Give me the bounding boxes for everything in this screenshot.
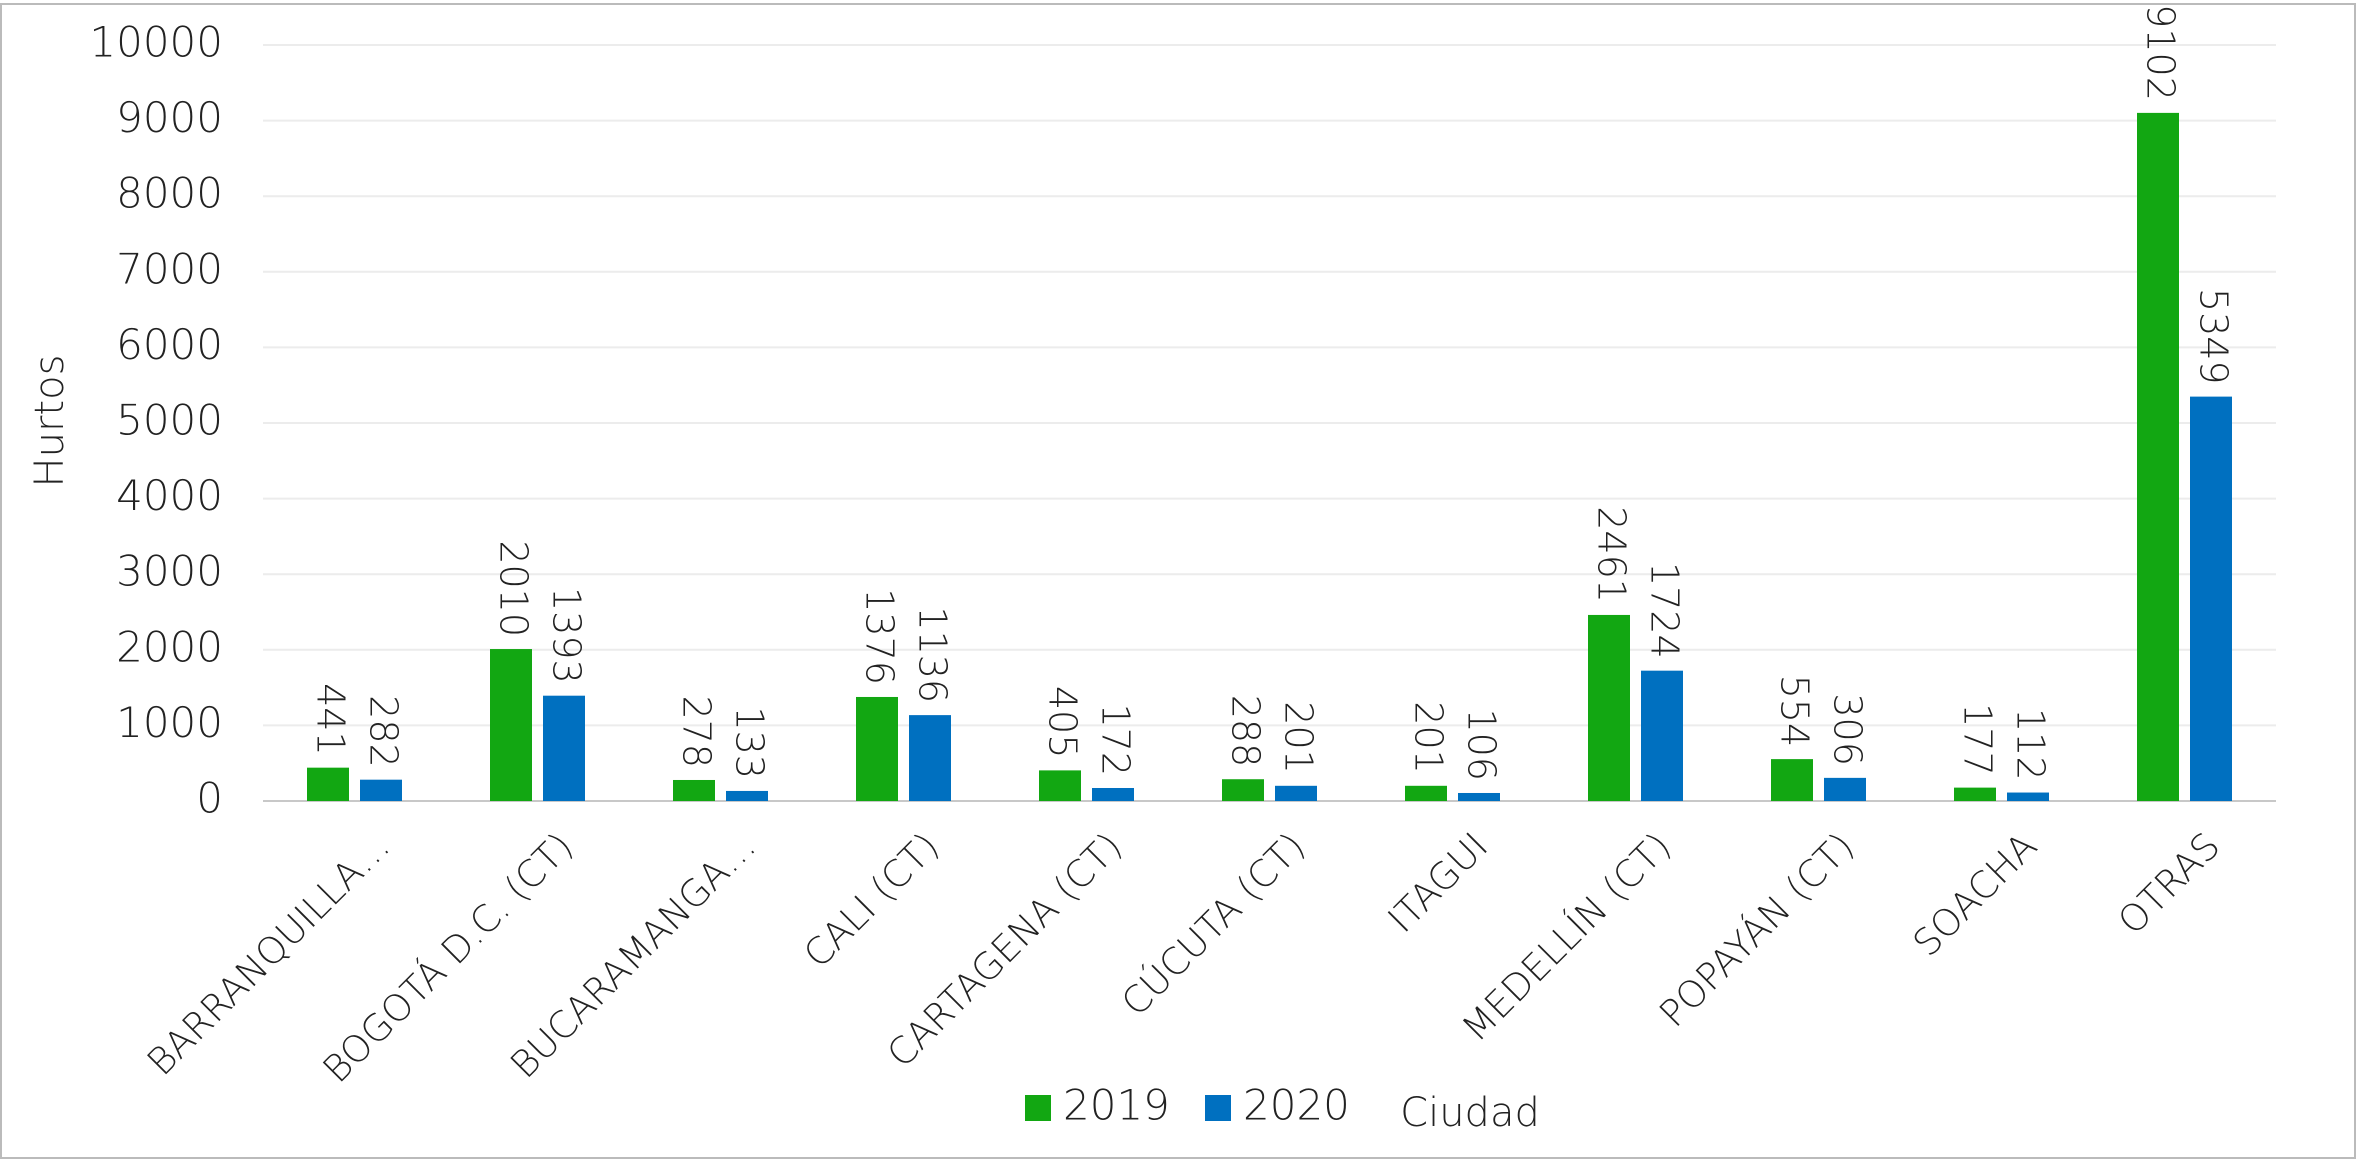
data-label: 172	[1094, 703, 1138, 776]
data-label: 554	[1773, 675, 1817, 748]
bar	[909, 715, 951, 801]
data-label: 1376	[858, 588, 902, 685]
bar	[543, 695, 585, 801]
bar	[1771, 759, 1813, 801]
y-tick-label: 5000	[116, 396, 223, 445]
bar	[856, 696, 898, 801]
data-label: 288	[1224, 695, 1268, 768]
data-label: 282	[362, 695, 406, 768]
data-label: 5349	[2192, 288, 2236, 385]
y-tick-label: 10000	[89, 18, 223, 67]
bar	[1092, 787, 1134, 801]
y-axis-title: Hurtos	[27, 355, 73, 488]
data-label: 112	[2009, 708, 2053, 781]
bar	[1588, 614, 1630, 801]
data-label: 9102	[2139, 4, 2183, 101]
legend-label: 2020	[1243, 1081, 1350, 1130]
y-tick-label: 8000	[116, 169, 223, 218]
y-tick-label: 9000	[116, 93, 223, 142]
data-label: 2461	[1590, 506, 1634, 603]
y-tick-label: 1000	[116, 698, 223, 747]
y-tick-label: 6000	[116, 320, 223, 369]
bar	[360, 779, 402, 801]
x-axis-title: Ciudad	[1400, 1090, 1540, 1136]
data-label: 201	[1407, 701, 1451, 774]
data-label: 2010	[492, 540, 536, 637]
bar	[2190, 396, 2232, 801]
data-label: 201	[1277, 701, 1321, 774]
data-label: 405	[1041, 686, 1085, 759]
legend-swatch	[1025, 1095, 1051, 1121]
bar	[726, 790, 768, 801]
data-label: 1136	[911, 606, 955, 703]
bar	[1824, 777, 1866, 801]
data-label: 306	[1826, 693, 1870, 766]
data-label: 1393	[545, 587, 589, 684]
data-label: 177	[1956, 703, 2000, 776]
legend-swatch	[1205, 1095, 1231, 1121]
data-label: 106	[1460, 708, 1504, 781]
bar	[1954, 787, 1996, 801]
y-tick-label: 2000	[116, 622, 223, 671]
y-tick-label: 7000	[116, 244, 223, 293]
bar	[2137, 112, 2179, 802]
bar	[490, 649, 532, 801]
bar	[1405, 785, 1447, 801]
data-label: 133	[728, 706, 772, 779]
y-tick-label: 3000	[116, 547, 223, 596]
bar	[2007, 792, 2049, 801]
data-label: 278	[675, 695, 719, 768]
data-label: 441	[309, 683, 353, 756]
bar	[1458, 792, 1500, 801]
y-tick-label: 0	[196, 774, 223, 823]
bar	[1275, 785, 1317, 801]
bar	[307, 767, 349, 801]
legend-label: 2019	[1063, 1081, 1170, 1130]
bar	[673, 779, 715, 801]
y-tick-label: 4000	[116, 471, 223, 520]
data-label: 1724	[1643, 562, 1687, 659]
bar	[1039, 770, 1081, 801]
bar	[1641, 670, 1683, 801]
bar	[1222, 779, 1264, 801]
